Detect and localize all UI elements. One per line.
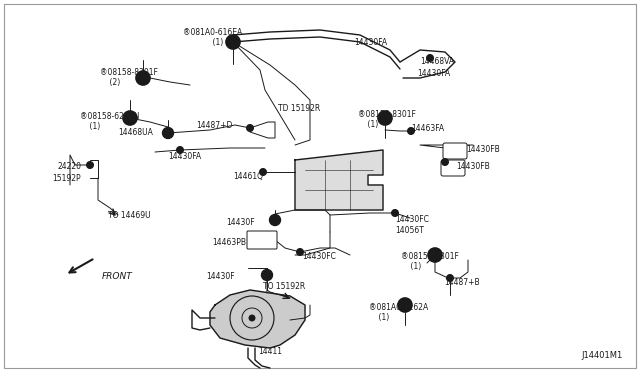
Circle shape: [230, 39, 236, 45]
Circle shape: [398, 298, 412, 312]
Circle shape: [123, 111, 137, 125]
Circle shape: [226, 35, 240, 49]
Circle shape: [269, 215, 280, 225]
FancyBboxPatch shape: [247, 231, 277, 249]
Text: ®08158-6295N
    (1): ®08158-6295N (1): [80, 112, 140, 131]
Circle shape: [249, 315, 255, 321]
FancyBboxPatch shape: [441, 160, 465, 176]
Circle shape: [177, 147, 184, 154]
Text: 14430FB: 14430FB: [466, 145, 500, 154]
Text: 14430FC: 14430FC: [302, 252, 336, 261]
Text: 14463PB: 14463PB: [212, 238, 246, 247]
Circle shape: [259, 169, 266, 176]
Text: 14468VA: 14468VA: [420, 57, 454, 66]
Text: ®081A0-616EA
    (1): ®081A0-616EA (1): [184, 28, 243, 47]
Text: 14430FB: 14430FB: [456, 162, 490, 171]
Circle shape: [408, 128, 415, 135]
Text: ®08158-8301F
    (1): ®08158-8301F (1): [358, 110, 416, 129]
Text: 14430F: 14430F: [226, 218, 255, 227]
Text: 14487+B: 14487+B: [444, 278, 479, 287]
Text: 14430FC: 14430FC: [395, 215, 429, 224]
Text: 15192P: 15192P: [52, 174, 81, 183]
Text: ®08158-8301F
    (1): ®08158-8301F (1): [401, 252, 459, 272]
Text: TD 15192R: TD 15192R: [278, 104, 320, 113]
Circle shape: [428, 248, 442, 262]
Circle shape: [382, 115, 388, 121]
Polygon shape: [295, 150, 383, 210]
Text: 14468UA: 14468UA: [118, 128, 153, 137]
FancyBboxPatch shape: [443, 143, 467, 159]
Circle shape: [378, 111, 392, 125]
Text: ®08158-8301F
    (2): ®08158-8301F (2): [100, 68, 158, 87]
Text: 14430FA: 14430FA: [354, 38, 387, 47]
Circle shape: [140, 75, 146, 81]
Circle shape: [432, 252, 438, 258]
Circle shape: [426, 55, 433, 61]
Circle shape: [262, 269, 273, 280]
Text: 24220: 24220: [58, 162, 82, 171]
Circle shape: [296, 248, 303, 256]
Text: 14461Q: 14461Q: [233, 172, 263, 181]
Text: 14487+D: 14487+D: [196, 121, 232, 130]
Text: FRONT: FRONT: [102, 272, 132, 281]
Text: 14430F: 14430F: [206, 272, 235, 281]
Text: ®081A0-6162A
    (1): ®081A0-6162A (1): [369, 303, 428, 323]
Circle shape: [442, 158, 449, 166]
Text: 14056T: 14056T: [395, 226, 424, 235]
Text: TO 14469U: TO 14469U: [108, 211, 150, 220]
Circle shape: [447, 275, 454, 282]
Circle shape: [86, 161, 93, 169]
Circle shape: [163, 128, 173, 138]
Text: TO 15192R: TO 15192R: [263, 282, 305, 291]
Polygon shape: [210, 290, 305, 348]
Text: 14463FA: 14463FA: [411, 124, 444, 133]
Circle shape: [127, 115, 133, 121]
Text: 14430FA: 14430FA: [417, 69, 450, 78]
Circle shape: [136, 71, 150, 85]
Text: 14430FA: 14430FA: [168, 152, 201, 161]
Text: 14411: 14411: [258, 347, 282, 356]
Circle shape: [246, 125, 253, 131]
Circle shape: [392, 209, 399, 217]
Text: J14401M1: J14401M1: [582, 351, 623, 360]
Circle shape: [402, 302, 408, 308]
